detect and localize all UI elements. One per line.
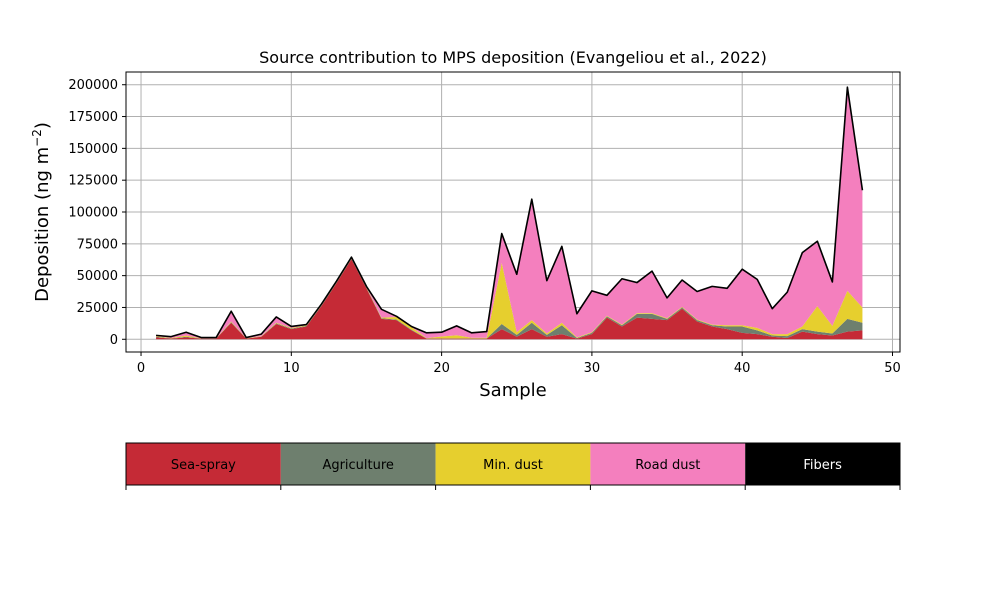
y-axis-ticks: 0 25000 50000 75000 100000 125000 150000 175000… xyxy=(68,78,126,348)
x-axis-title: Sample xyxy=(479,380,547,401)
legend-label: Fibers xyxy=(803,458,842,473)
legend-swatch xyxy=(126,443,281,485)
y-tick-label: 100000 xyxy=(68,206,118,221)
grid xyxy=(126,72,900,352)
y-axis-title-close: ) xyxy=(32,122,53,129)
y-tick-label: 50000 xyxy=(77,269,118,284)
y-tick-label: 200000 xyxy=(68,78,118,93)
y-tick-label: 175000 xyxy=(68,110,118,125)
stacked-areas xyxy=(156,87,863,340)
legend-swatch xyxy=(435,443,591,485)
legend-swatch xyxy=(590,443,746,485)
x-tick-label: 10 xyxy=(283,361,300,376)
y-tick-label: 25000 xyxy=(77,301,118,316)
y-tick-label: 150000 xyxy=(68,142,118,157)
chart-title: Source contribution to MPS deposition (E… xyxy=(259,48,767,67)
y-axis-title-main: Deposition (ng m xyxy=(32,147,53,302)
y-tick-label: 125000 xyxy=(68,174,118,189)
x-tick-label: 0 xyxy=(137,361,145,376)
legend-swatch xyxy=(745,443,900,485)
legend-label: Min. dust xyxy=(483,458,543,473)
x-tick-label: 30 xyxy=(584,361,601,376)
legend: Sea-spray Agriculture Min. dust Road dust Fi… xyxy=(125,442,901,490)
x-tick-label: 20 xyxy=(433,361,450,376)
area-series-sea-spray xyxy=(156,259,863,340)
y-axis-title: Deposition (ng m−2) xyxy=(30,122,53,302)
area-series-min-dust xyxy=(156,257,863,339)
legend-label: Agriculture xyxy=(322,458,394,473)
y-axis-title-sup: −2 xyxy=(30,129,44,147)
legend-label: Sea-spray xyxy=(171,458,236,473)
x-axis-ticks: 0 10 20 30 40 50 xyxy=(137,352,901,376)
legend-label: Road dust xyxy=(635,458,700,473)
x-tick-label: 40 xyxy=(734,361,751,376)
y-tick-label: 75000 xyxy=(77,237,118,252)
legend-swatch xyxy=(280,443,436,485)
legend-frame xyxy=(125,442,901,486)
area-series-road-dust xyxy=(156,87,863,339)
x-tick-label: 50 xyxy=(884,361,901,376)
total-line xyxy=(155,86,864,339)
total-outline xyxy=(155,86,864,339)
y-tick-label: 0 xyxy=(110,333,118,348)
